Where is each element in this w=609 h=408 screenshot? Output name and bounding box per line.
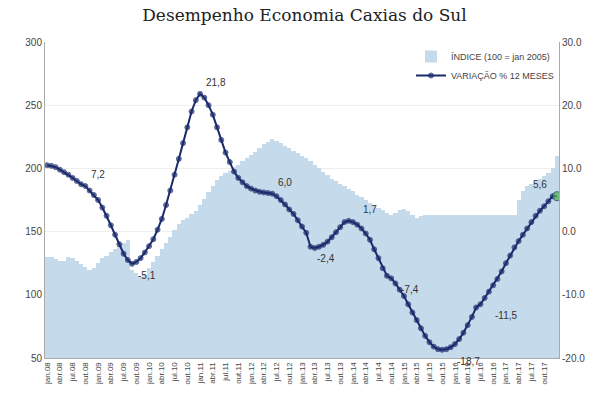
svg-text:jul.08: jul.08 [68, 362, 77, 383]
svg-text:jan.12: jan.12 [247, 362, 256, 385]
svg-text:jul.09: jul.09 [119, 362, 128, 383]
svg-text:5,6: 5,6 [533, 179, 547, 190]
svg-text:150: 150 [25, 226, 42, 237]
svg-text:jul.15: jul.15 [425, 362, 434, 383]
svg-text:-20.0: -20.0 [562, 353, 585, 364]
svg-text:abr.15: abr.15 [412, 362, 421, 385]
svg-text:7,2: 7,2 [91, 169, 105, 180]
svg-text:abr.12: abr.12 [259, 362, 268, 385]
svg-text:-18,7: -18,7 [457, 356, 480, 367]
svg-text:jan.08: jan.08 [43, 362, 52, 385]
svg-text:10.0: 10.0 [562, 163, 582, 174]
svg-text:jul.14: jul.14 [374, 362, 383, 383]
svg-text:out.10: out.10 [183, 362, 192, 385]
svg-text:jan.15: jan.15 [400, 362, 409, 385]
svg-text:-10.0: -10.0 [562, 289, 585, 300]
svg-text:jan.13: jan.13 [298, 362, 307, 385]
svg-text:abr.08: abr.08 [55, 362, 64, 385]
svg-text:250: 250 [25, 100, 42, 111]
svg-text:out.14: out.14 [387, 362, 396, 385]
svg-text:out.17: out.17 [540, 362, 549, 385]
svg-text:out.12: out.12 [285, 362, 294, 385]
svg-text:VARIAÇÃO % 12 MESES: VARIAÇÃO % 12 MESES [451, 71, 554, 81]
svg-text:jul.16: jul.16 [476, 362, 485, 383]
svg-text:jul.17: jul.17 [527, 362, 536, 383]
svg-text:jan.09: jan.09 [94, 362, 103, 385]
svg-text:Desempenho Economia Caxias do: Desempenho Economia Caxias do Sul [142, 5, 467, 25]
svg-text:1,7: 1,7 [363, 204, 377, 215]
svg-text:abr.16: abr.16 [463, 362, 472, 385]
svg-text:jul.10: jul.10 [170, 362, 179, 383]
svg-text:jul.11: jul.11 [221, 362, 230, 382]
svg-text:300: 300 [25, 37, 42, 48]
svg-text:21,8: 21,8 [206, 77, 226, 88]
svg-text:jan.17: jan.17 [502, 362, 511, 385]
svg-text:jan.14: jan.14 [349, 362, 358, 385]
svg-text:jul.13: jul.13 [323, 362, 332, 383]
svg-text:-7,4: -7,4 [401, 284, 419, 295]
svg-text:0.0: 0.0 [562, 226, 576, 237]
svg-text:abr.17: abr.17 [514, 362, 523, 385]
svg-text:abr.14: abr.14 [361, 362, 370, 385]
svg-text:jan.10: jan.10 [145, 362, 154, 385]
svg-text:100: 100 [25, 289, 42, 300]
svg-text:jan.11: jan.11 [196, 362, 205, 385]
svg-text:jan.16: jan.16 [451, 362, 460, 385]
svg-text:abr.11: abr.11 [208, 362, 217, 384]
svg-text:6,0: 6,0 [278, 177, 292, 188]
svg-text:out.09: out.09 [132, 362, 141, 385]
svg-text:50: 50 [31, 353, 43, 364]
svg-text:out.11: out.11 [234, 362, 243, 384]
svg-text:200: 200 [25, 163, 42, 174]
svg-text:ÍNDICE (100 = jan 2005): ÍNDICE (100 = jan 2005) [451, 52, 550, 62]
svg-text:out.15: out.15 [438, 362, 447, 385]
svg-text:20.0: 20.0 [562, 100, 582, 111]
svg-text:abr.09: abr.09 [106, 362, 115, 385]
svg-text:-5,1: -5,1 [138, 270, 156, 281]
svg-text:abr.10: abr.10 [157, 362, 166, 385]
svg-text:out.08: out.08 [81, 362, 90, 385]
svg-text:-11,5: -11,5 [495, 310, 517, 321]
svg-text:abr.13: abr.13 [310, 362, 319, 385]
svg-text:-2,4: -2,4 [317, 253, 335, 264]
svg-text:out.13: out.13 [336, 362, 345, 385]
svg-text:jul.12: jul.12 [272, 362, 281, 383]
svg-text:30.0: 30.0 [562, 37, 582, 48]
svg-text:out.16: out.16 [489, 362, 498, 385]
